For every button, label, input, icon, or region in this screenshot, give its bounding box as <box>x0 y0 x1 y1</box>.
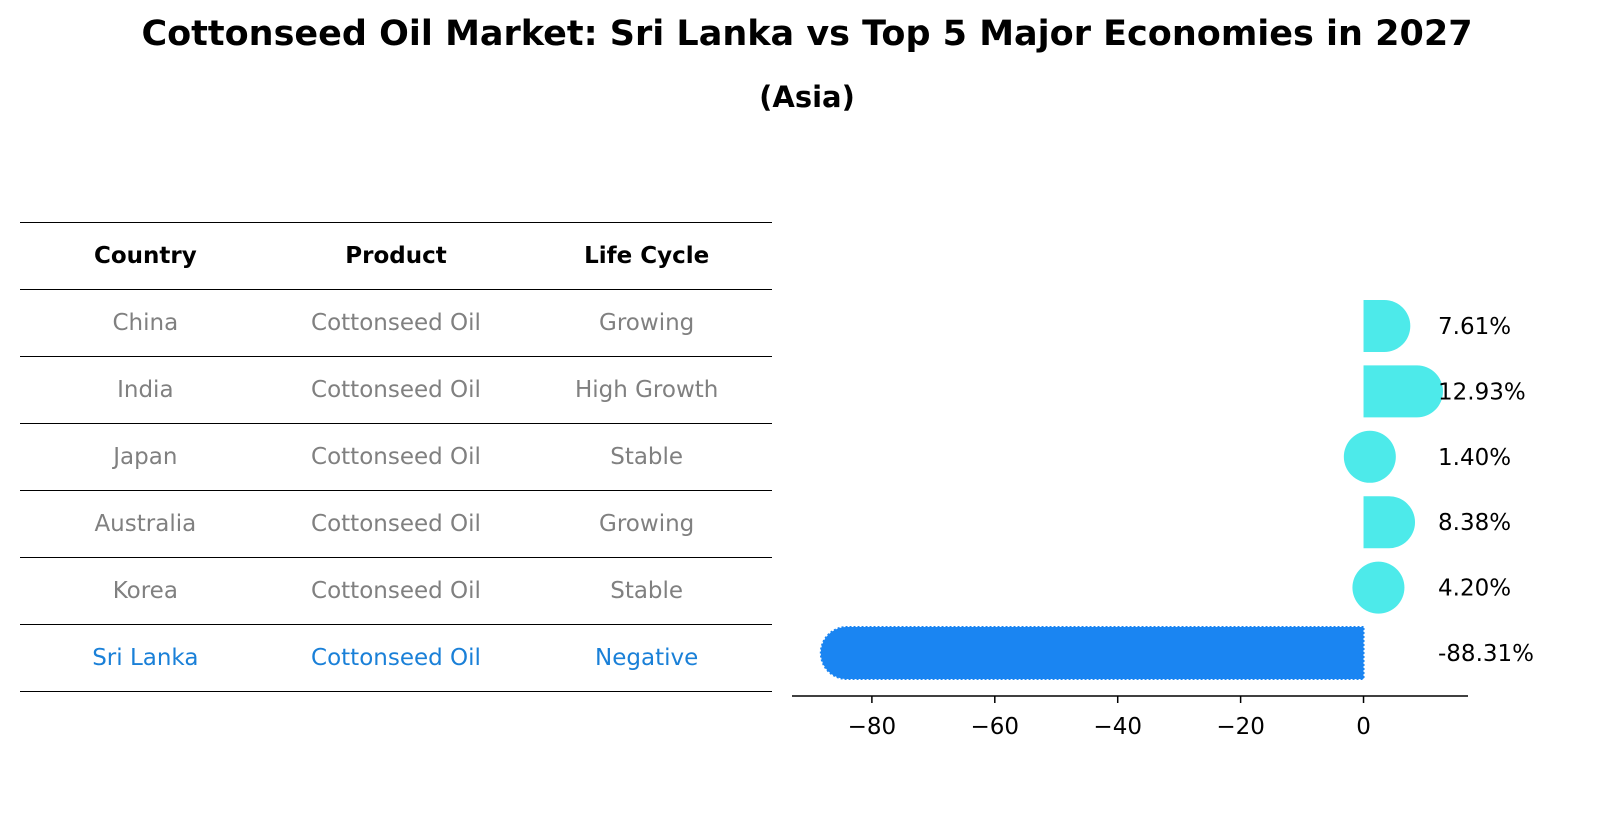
bar-australia <box>1363 496 1416 549</box>
value-label: 12.93% <box>1438 379 1526 405</box>
cell-product: Cottonseed Oil <box>270 423 522 491</box>
bar-sri-lanka <box>819 626 1365 680</box>
value-label: 7.61% <box>1438 314 1511 340</box>
chart-subtitle: (Asia) <box>759 80 855 114</box>
bar-korea <box>1352 561 1405 614</box>
x-tick-label: 0 <box>1356 714 1371 740</box>
table-row: Australia Cottonseed Oil Growing <box>20 490 772 558</box>
bar-china <box>1363 300 1411 352</box>
x-tick-label: −40 <box>1093 714 1142 740</box>
x-tick-label: −80 <box>848 714 897 740</box>
table-row: Korea Cottonseed Oil Stable <box>20 557 772 625</box>
cell-product: Cottonseed Oil <box>270 356 522 424</box>
x-tick-label: −20 <box>1216 714 1265 740</box>
cell-product: Cottonseed Oil <box>270 557 522 625</box>
cell-country: Australia <box>20 490 271 558</box>
table-row: India Cottonseed Oil High Growth <box>20 356 772 424</box>
cell-country: Sri Lanka <box>20 624 271 692</box>
value-label: 4.20% <box>1438 576 1511 602</box>
header-life-cycle: Life Cycle <box>521 222 772 290</box>
cell-life-cycle: Growing <box>521 490 772 558</box>
cell-product: Cottonseed Oil <box>270 624 522 692</box>
bar-chart: 7.61% 12.93% 1.40% 8.38% 4.20% -88.31% −80 −60 −… <box>792 300 1534 740</box>
x-tick-label: −60 <box>971 714 1020 740</box>
cell-product: Cottonseed Oil <box>270 490 522 558</box>
cell-country: India <box>20 356 271 424</box>
table-row-highlight: Sri Lanka Cottonseed Oil Negative <box>20 624 772 692</box>
cell-country: Japan <box>20 423 271 491</box>
cell-country: China <box>20 289 271 357</box>
header-country: Country <box>20 222 271 290</box>
cell-life-cycle: High Growth <box>521 356 772 424</box>
table-row: China Cottonseed Oil Growing <box>20 289 772 357</box>
cell-product: Cottonseed Oil <box>270 289 522 357</box>
value-label: 8.38% <box>1438 510 1511 536</box>
value-label: -88.31% <box>1438 641 1534 667</box>
cell-country: Korea <box>20 557 271 625</box>
cell-life-cycle: Growing <box>521 289 772 357</box>
chart-title: Cottonseed Oil Market: Sri Lanka vs Top … <box>141 14 1473 54</box>
bar-india <box>1363 365 1443 418</box>
table-row: Japan Cottonseed Oil Stable <box>20 423 772 491</box>
table-header-row: Country Product Life Cycle <box>20 222 772 290</box>
header-product: Product <box>270 222 522 290</box>
cell-life-cycle: Stable <box>521 557 772 625</box>
data-table: Country Product Life Cycle China Cottons… <box>20 222 772 692</box>
cell-life-cycle: Stable <box>521 423 772 491</box>
value-label: 1.40% <box>1438 445 1511 471</box>
cell-life-cycle: Negative <box>521 624 772 692</box>
bar-japan <box>1343 430 1396 483</box>
